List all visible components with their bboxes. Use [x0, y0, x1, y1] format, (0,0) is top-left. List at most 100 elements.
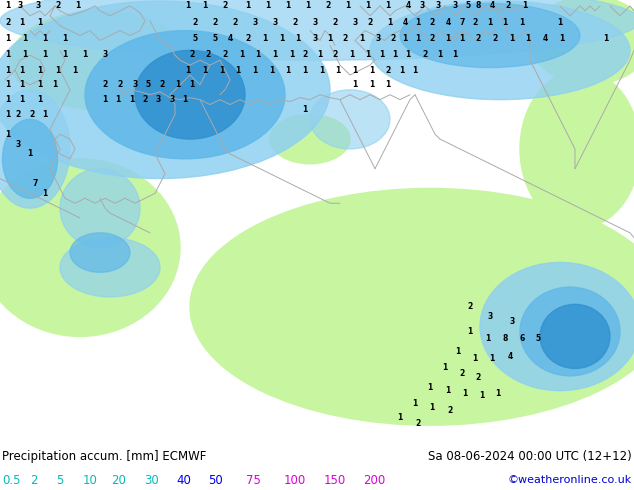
Text: 1: 1 — [445, 34, 451, 43]
Text: 1: 1 — [472, 354, 477, 363]
Text: 1: 1 — [5, 66, 11, 74]
Text: 1: 1 — [183, 95, 188, 104]
Text: 2: 2 — [415, 419, 420, 428]
Text: 2: 2 — [342, 34, 347, 43]
Text: 1: 1 — [460, 34, 465, 43]
Text: 2: 2 — [367, 18, 373, 27]
Text: 1: 1 — [318, 50, 323, 59]
Text: 3: 3 — [133, 80, 138, 89]
Text: 1: 1 — [415, 34, 420, 43]
Text: 1: 1 — [392, 50, 398, 59]
Text: 2: 2 — [385, 66, 391, 74]
Text: 1: 1 — [387, 18, 392, 27]
Text: 4: 4 — [507, 352, 513, 361]
Text: Precipitation accum. [mm] ECMWF: Precipitation accum. [mm] ECMWF — [2, 450, 207, 463]
Text: 3: 3 — [102, 50, 108, 59]
Text: 3: 3 — [169, 95, 174, 104]
Text: 1: 1 — [55, 66, 61, 74]
Text: 4: 4 — [489, 1, 495, 10]
Text: 1: 1 — [479, 391, 484, 400]
Text: 1: 1 — [604, 34, 609, 43]
Text: 1: 1 — [346, 1, 351, 10]
Text: 1: 1 — [385, 1, 391, 10]
Text: 1: 1 — [245, 1, 250, 10]
Text: 7: 7 — [459, 18, 465, 27]
Ellipse shape — [70, 233, 130, 272]
Text: 1: 1 — [102, 95, 108, 104]
Text: 1: 1 — [262, 34, 268, 43]
Ellipse shape — [540, 304, 610, 368]
Text: 2: 2 — [332, 50, 338, 59]
Ellipse shape — [530, 0, 634, 85]
Text: 8: 8 — [502, 334, 508, 343]
Ellipse shape — [400, 3, 580, 68]
Text: 1: 1 — [20, 95, 25, 104]
Text: 1: 1 — [285, 1, 290, 10]
Text: 3: 3 — [252, 18, 257, 27]
Text: 1: 1 — [5, 34, 11, 43]
Text: 1: 1 — [75, 1, 81, 10]
Text: 2: 2 — [5, 18, 11, 27]
Text: 2: 2 — [223, 1, 228, 10]
Text: 1: 1 — [129, 95, 134, 104]
Text: 2: 2 — [117, 80, 122, 89]
Text: 3: 3 — [17, 1, 23, 10]
Text: 2: 2 — [422, 50, 427, 59]
Text: 3: 3 — [36, 1, 41, 10]
Text: 1: 1 — [385, 80, 391, 89]
Text: 3: 3 — [488, 312, 493, 321]
Text: 1: 1 — [42, 50, 48, 59]
Text: 2: 2 — [476, 34, 481, 43]
Text: 1: 1 — [486, 334, 491, 343]
Text: 2: 2 — [159, 80, 165, 89]
Text: 1: 1 — [202, 66, 207, 74]
Text: 1: 1 — [365, 50, 371, 59]
Text: 2: 2 — [476, 373, 481, 382]
Text: 1: 1 — [273, 50, 278, 59]
Ellipse shape — [0, 0, 634, 60]
Text: 1: 1 — [62, 34, 68, 43]
Text: 1: 1 — [5, 50, 11, 59]
Text: 3: 3 — [15, 140, 21, 148]
Text: 1: 1 — [190, 80, 195, 89]
Text: 1: 1 — [185, 66, 191, 74]
Text: 3: 3 — [375, 34, 380, 43]
Text: 5: 5 — [193, 34, 198, 43]
Text: 1: 1 — [219, 66, 224, 74]
Text: 2: 2 — [15, 110, 21, 119]
Text: 3: 3 — [273, 18, 278, 27]
Text: 1: 1 — [370, 66, 375, 74]
Text: 1: 1 — [185, 1, 191, 10]
Text: 4: 4 — [403, 18, 408, 27]
Text: 2: 2 — [429, 34, 435, 43]
Text: 1: 1 — [488, 18, 493, 27]
Text: 1: 1 — [252, 66, 257, 74]
Text: 2: 2 — [505, 1, 510, 10]
Text: 1: 1 — [335, 66, 340, 74]
Text: 1: 1 — [412, 66, 418, 74]
Text: 2: 2 — [467, 302, 472, 311]
Text: 1: 1 — [349, 50, 354, 59]
Text: 2: 2 — [223, 50, 228, 59]
Text: 1: 1 — [42, 110, 48, 119]
Text: 1: 1 — [62, 50, 68, 59]
Text: 2: 2 — [55, 1, 61, 10]
Text: 1: 1 — [306, 1, 311, 10]
Text: 1: 1 — [285, 66, 290, 74]
Text: 1: 1 — [495, 389, 501, 398]
Text: 4: 4 — [445, 18, 451, 27]
Text: 1: 1 — [5, 80, 11, 89]
Text: 1: 1 — [289, 50, 295, 59]
Text: 1: 1 — [302, 105, 307, 114]
Ellipse shape — [60, 238, 160, 297]
Text: 5: 5 — [465, 1, 470, 10]
Text: 1: 1 — [256, 50, 261, 59]
Ellipse shape — [10, 11, 190, 109]
Ellipse shape — [520, 287, 620, 376]
Text: 1: 1 — [353, 80, 358, 89]
Ellipse shape — [520, 70, 634, 228]
Text: 50: 50 — [208, 473, 223, 487]
Text: 1: 1 — [22, 50, 28, 59]
Ellipse shape — [270, 115, 350, 164]
Text: 1: 1 — [519, 18, 524, 27]
